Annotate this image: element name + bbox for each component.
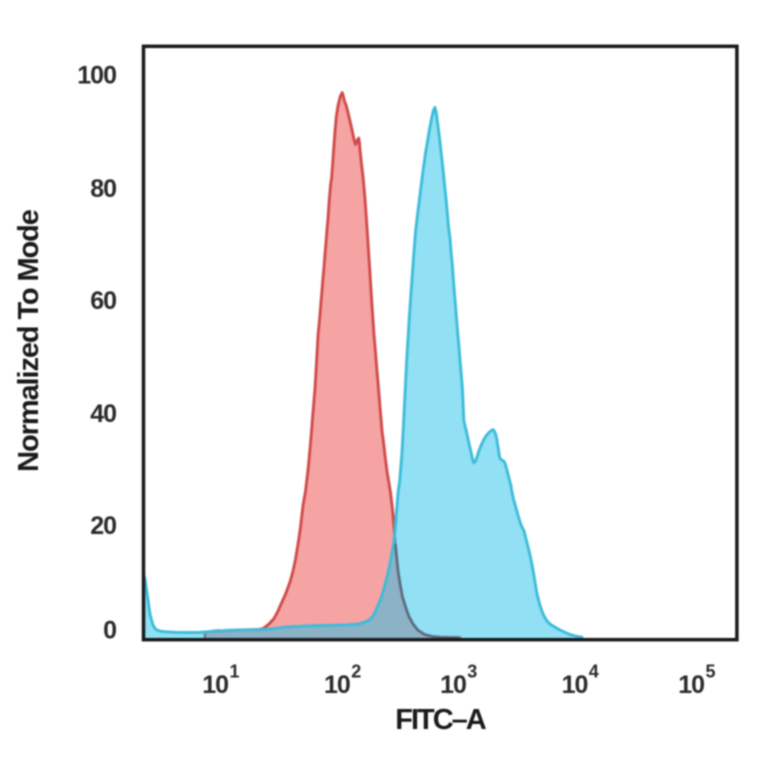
svg-text:100: 100 [77, 61, 116, 89]
svg-text:20: 20 [90, 512, 116, 540]
svg-text:1: 1 [229, 662, 239, 682]
svg-text:FITC–A: FITC–A [395, 704, 487, 736]
svg-text:10: 10 [324, 671, 350, 699]
svg-text:0: 0 [103, 617, 116, 645]
svg-text:Normalized To Mode: Normalized To Mode [13, 209, 45, 472]
svg-text:4: 4 [589, 662, 599, 682]
svg-text:60: 60 [90, 287, 116, 315]
svg-text:10: 10 [562, 671, 588, 699]
svg-text:40: 40 [90, 400, 116, 428]
svg-text:5: 5 [705, 662, 715, 682]
svg-text:10: 10 [202, 671, 228, 699]
svg-text:3: 3 [467, 662, 477, 682]
svg-text:80: 80 [90, 175, 116, 203]
svg-text:10: 10 [678, 671, 704, 699]
svg-text:10: 10 [440, 671, 466, 699]
svg-text:2: 2 [351, 662, 361, 682]
